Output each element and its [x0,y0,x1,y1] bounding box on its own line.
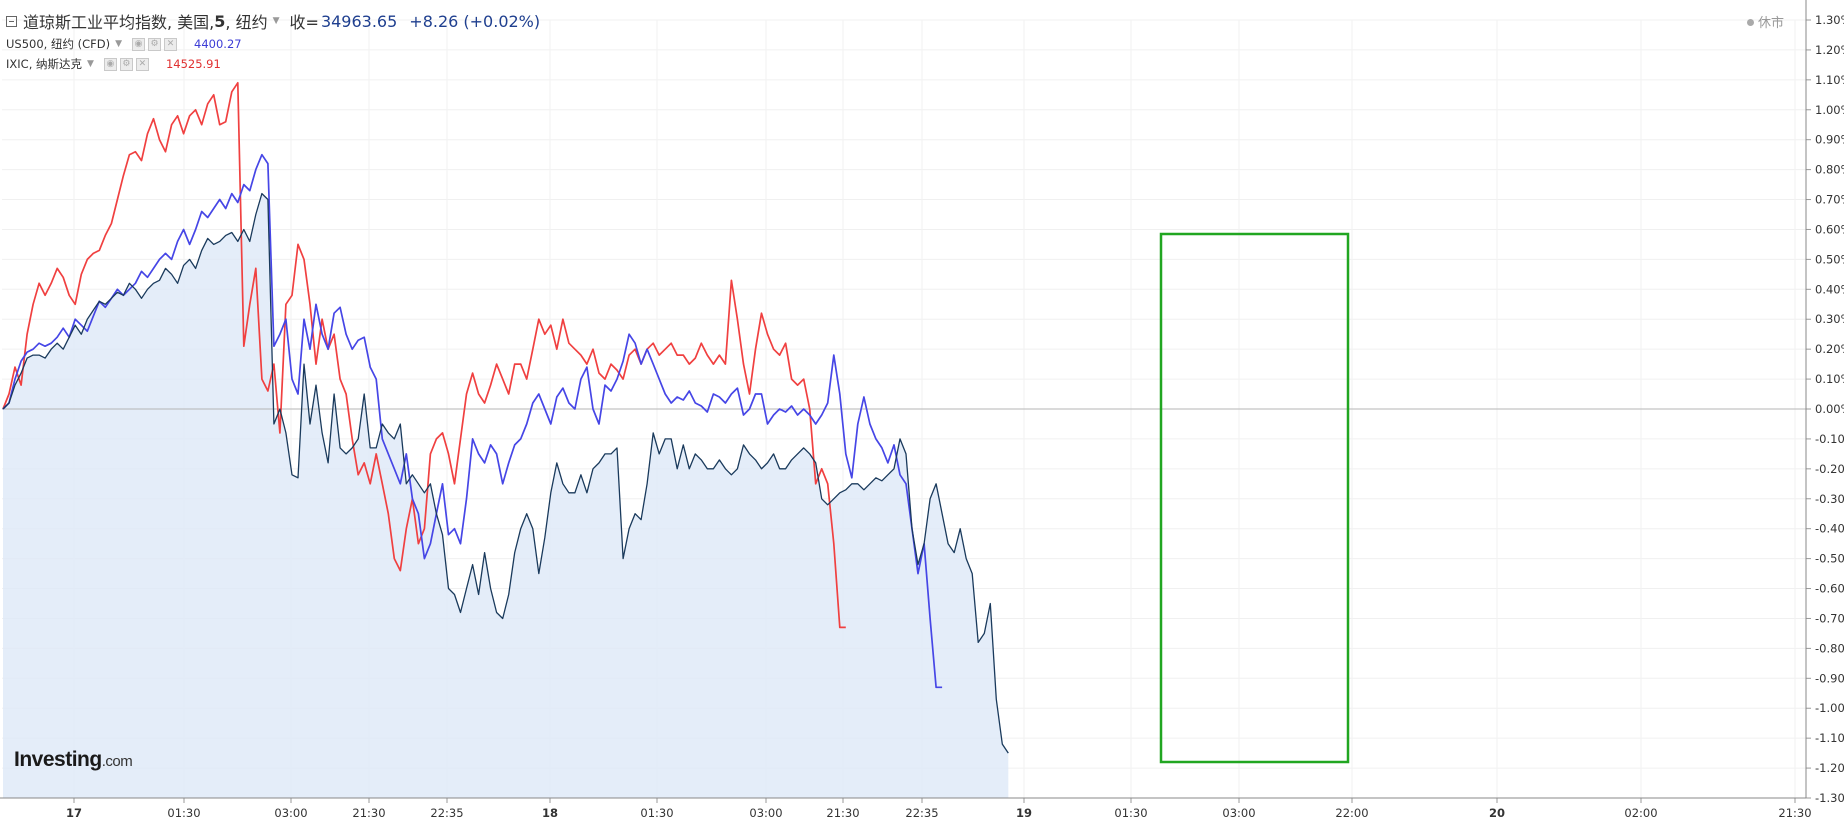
series-line-ixic [2,81,846,629]
series-line-main [2,192,1009,754]
close-label: 收= [289,13,319,32]
y-tick-label: 0.90% [1815,133,1844,147]
x-tick-label: 21:30 [352,806,385,820]
y-axis[interactable]: 1.30% 1.20% 1.10% 1.00% 0.90% 0.80% 0.70% 0.60%… [1805,0,1844,805]
compare-series-name: US500, 纽约 (CFD) [6,37,111,51]
y-tick-label: -0.20% [1815,462,1844,476]
y-tick-label: 0.20% [1815,342,1844,356]
x-tick-label: 03:00 [749,806,782,820]
y-tick-label: -0.30% [1815,492,1844,506]
market-status-label: 休市 [1757,16,1784,31]
y-tick-label: 0.50% [1815,252,1844,266]
main-series-area [3,193,1009,799]
x-tick-label: 20 [1489,806,1505,820]
x-tick-label: 18 [542,806,558,820]
x-tick-label: 01:30 [167,806,200,820]
chevron-down-icon[interactable]: ▼ [272,16,280,26]
y-tick-label: 0.30% [1815,312,1844,326]
eye-icon[interactable]: ◉ [132,37,146,51]
y-tick-label: -1.10% [1815,731,1844,745]
x-tick-label: 21:30 [826,806,859,820]
close-icon[interactable]: ✕ [164,37,178,51]
y-tick-label: -0.70% [1815,611,1844,625]
chevron-down-icon[interactable]: ▼ [115,39,123,49]
close-icon[interactable]: ✕ [135,57,149,71]
compare-series-value: 14525.91 [165,57,221,71]
x-tick-label: 02:00 [1624,806,1657,820]
y-tick-label: -0.50% [1815,552,1844,566]
x-tick-label: 01:30 [640,806,673,820]
close-value: 34963.65 [320,11,398,31]
legend-compare-us500[interactable]: US500, 纽约 (CFD) ▼ ◉ ⚙ ✕ 4400.27 [6,34,540,54]
y-tick-label: 0.40% [1815,282,1844,296]
main-series-name: 道琼斯工业平均指数, 美国, [23,13,215,32]
y-tick-label: -0.40% [1815,522,1844,536]
market-status: 休市 [1746,12,1784,31]
y-tick-label: -1.20% [1815,761,1844,775]
x-tick-label: 03:00 [1222,806,1255,820]
x-tick-label: 03:00 [274,806,307,820]
area-layer [3,193,1009,799]
y-tick-label: 0.60% [1815,222,1844,236]
y-tick-label: 1.20% [1815,43,1844,57]
y-tick-label: 0.70% [1815,193,1844,207]
highlight-rectangle[interactable] [1159,232,1350,764]
y-tick-label: 0.00% [1815,402,1844,416]
y-tick-label: 0.10% [1815,372,1844,386]
x-tick-label: 19 [1016,806,1032,820]
x-tick-label: 22:35 [430,806,463,820]
compare-series-name: IXIC, 纳斯达克 [6,57,83,71]
series-line-us500 [2,153,943,689]
x-tick-label: 21:30 [1778,806,1811,820]
y-tick-label: -1.00% [1815,701,1844,715]
investing-logo: Investing.com [14,748,133,772]
gear-icon[interactable]: ⚙ [148,37,162,51]
status-dot-icon [1746,19,1754,26]
logo-brand: Investing [14,748,102,771]
legend: 道琼斯工业平均指数, 美国, 5 , 纽约 ▼ 收= 34963.65 +8.2… [6,8,540,74]
x-tick-label: 01:30 [1114,806,1147,820]
y-tick-label: -1.30% [1815,791,1844,805]
y-tick-label: -0.60% [1815,582,1844,596]
legend-main-series[interactable]: 道琼斯工业平均指数, 美国, 5 , 纽约 ▼ 收= 34963.65 +8.2… [6,8,540,34]
y-tick-label: -0.90% [1815,671,1844,685]
x-tick-label: 22:35 [905,806,938,820]
legend-compare-ixic[interactable]: IXIC, 纳斯达克 ▼ ◉ ⚙ ✕ 14525.91 [6,54,540,74]
main-series-interval: 5 [214,11,226,31]
gear-icon[interactable]: ⚙ [119,57,133,71]
change-value: +8.26 (+0.02%) [409,11,541,31]
logo-suffix: .com [101,753,133,770]
y-tick-label: 1.00% [1815,103,1844,117]
x-tick-label: 17 [66,806,82,820]
series-lines [2,81,1009,754]
y-tick-label: -0.80% [1815,641,1844,655]
annotation-layer[interactable] [1159,232,1350,764]
chevron-down-icon[interactable]: ▼ [87,59,94,69]
y-tick-label: 1.10% [1815,73,1844,87]
compare-series-value: 4400.27 [194,37,242,51]
y-tick-label: -0.10% [1815,432,1844,446]
x-axis[interactable]: 17 01:30 03:00 21:30 22:35 18 01:30 03:00 21:30 2… [0,797,1812,820]
eye-icon[interactable]: ◉ [103,57,117,71]
main-series-exchange: , 纽约 [225,13,268,32]
y-tick-label: 1.30% [1815,13,1844,27]
collapse-icon[interactable] [6,15,17,27]
x-tick-label: 22:00 [1335,806,1368,820]
y-tick-label: 0.80% [1815,163,1844,177]
